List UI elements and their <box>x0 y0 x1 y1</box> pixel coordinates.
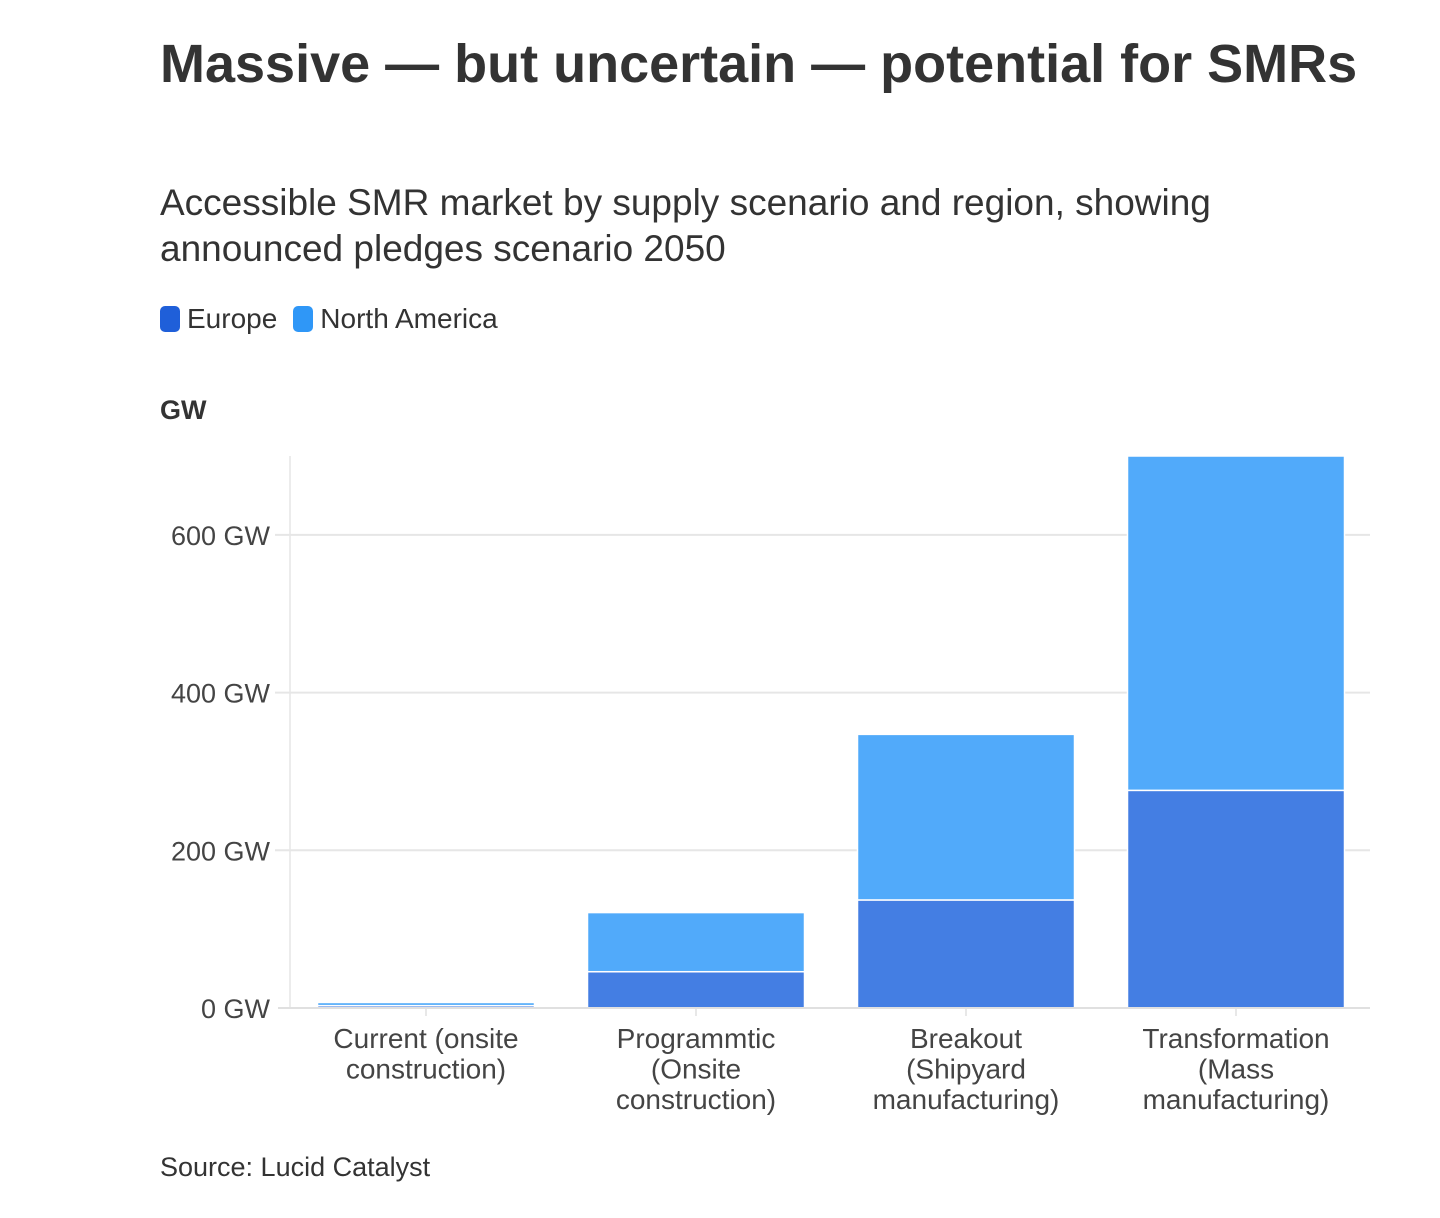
x-tick-label: Current (onsite construction) <box>333 1023 518 1085</box>
x-tick-label-line: (Mass <box>1198 1054 1274 1085</box>
legend-swatch-north-america <box>293 306 314 332</box>
x-tick-label-line: manufacturing) <box>873 1084 1060 1115</box>
bar-north-america[interactable] <box>586 911 806 973</box>
legend: Europe North America <box>160 303 514 335</box>
x-tick-label-line: Programmtic <box>617 1023 776 1054</box>
legend-label-north-america: North America <box>320 303 498 334</box>
legend-label-europe: Europe <box>187 303 278 334</box>
bar-europe[interactable] <box>1126 789 1346 1009</box>
y-tick-label: 200 GW <box>171 836 271 866</box>
x-tick-label-line: Transformation <box>1142 1023 1329 1054</box>
y-tick-label: 400 GW <box>171 679 271 709</box>
y-tick-label: 0 GW <box>201 994 271 1024</box>
legend-item-europe[interactable]: Europe <box>160 303 277 335</box>
bar-north-america[interactable] <box>316 1001 536 1007</box>
y-tick-label: 600 GW <box>171 521 271 551</box>
x-tick-label: Breakout (Shipyard manufacturing) <box>873 1023 1060 1115</box>
bar-europe[interactable] <box>586 970 806 1009</box>
x-tick-label-line: construction) <box>616 1084 776 1115</box>
x-axis-ticks: Current (onsite construction)Programmtic(… <box>278 1007 1370 1115</box>
x-tick-label-line: (Onsite <box>651 1054 741 1085</box>
bar-north-america[interactable] <box>856 733 1076 901</box>
legend-swatch-europe <box>160 306 180 332</box>
x-tick-label-line: (Shipyard <box>906 1054 1026 1085</box>
bars <box>316 455 1346 1009</box>
x-tick-label-line: construction) <box>346 1054 506 1085</box>
x-tick-label-line: Current (onsite <box>333 1023 518 1054</box>
x-tick-label-line: manufacturing) <box>1143 1084 1330 1115</box>
y-axis-ticks: 0 GW 200 GW 400 GW 600 GW <box>171 521 271 1024</box>
x-tick-label-line: Breakout <box>910 1023 1022 1054</box>
chart-subtitle: Accessible SMR market by supply scenario… <box>160 182 1211 269</box>
x-tick-label: Programmtic (Onsite construction) <box>616 1023 776 1115</box>
source-note: Source: Lucid Catalyst <box>160 1152 431 1182</box>
chart-title: Massive — but uncertain — potential for … <box>160 34 1358 94</box>
y-axis-unit: GW <box>160 395 207 425</box>
bar-north-america[interactable] <box>1126 455 1346 792</box>
legend-item-north-america[interactable]: North America <box>293 303 498 335</box>
bar-europe[interactable] <box>856 899 1076 1009</box>
x-tick-label: Transformation (Mass manufacturing) <box>1142 1023 1329 1115</box>
